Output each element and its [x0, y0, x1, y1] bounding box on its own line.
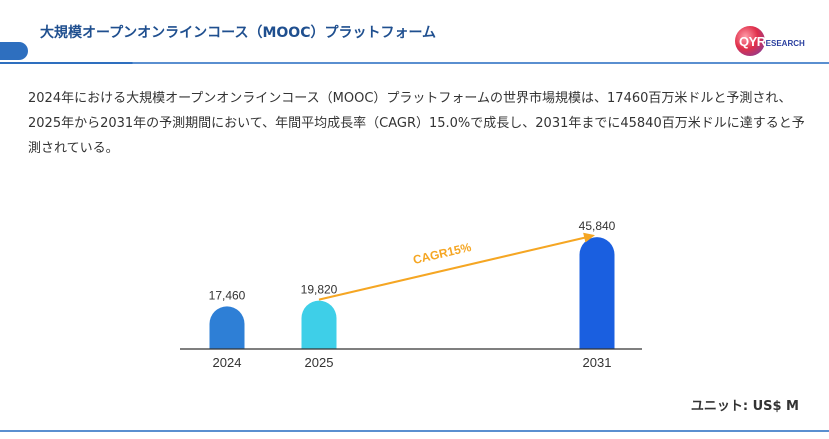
qyresearch-logo: QYRESEARCH [735, 22, 820, 60]
bar-2025 [301, 300, 337, 349]
category-label-2031: 2031 [583, 355, 612, 370]
cagr-label: CAGR15% [412, 240, 473, 267]
header-divider [0, 62, 829, 64]
category-label-2025: 2025 [305, 355, 334, 370]
data-label-2031: 45,840 [579, 219, 616, 233]
page-title: 大規模オープンオンラインコース（MOOC）プラットフォーム [40, 25, 437, 41]
logo-text-sub: ESEARCH [765, 39, 805, 48]
market-size-chart: 17,460 2024 19,820 2025 45,840 2031 CAGR15% [180, 219, 642, 370]
header-accent-tab [0, 42, 28, 60]
category-label-2024: 2024 [213, 355, 242, 370]
bar-2024 [209, 306, 245, 349]
footer-divider [0, 430, 829, 432]
data-label-2024: 17,460 [209, 288, 246, 302]
bar-2031 [579, 237, 615, 349]
header: 大規模オープンオンラインコース（MOOC）プラットフォーム QYRESEARCH [0, 0, 829, 70]
unit-label: ユニット: US$ M [690, 399, 799, 414]
data-label-2025: 19,820 [301, 283, 338, 297]
logo-text: QYRESEARCH [739, 34, 805, 49]
cagr-arrow-line [318, 236, 588, 301]
market-description: 2024年における大規模オープンオンラインコース（MOOC）プラットフォームの世… [28, 91, 805, 156]
logo-globe-icon [735, 26, 765, 56]
cagr-arrow-head [583, 232, 595, 243]
logo-text-main: QYR [739, 34, 766, 49]
